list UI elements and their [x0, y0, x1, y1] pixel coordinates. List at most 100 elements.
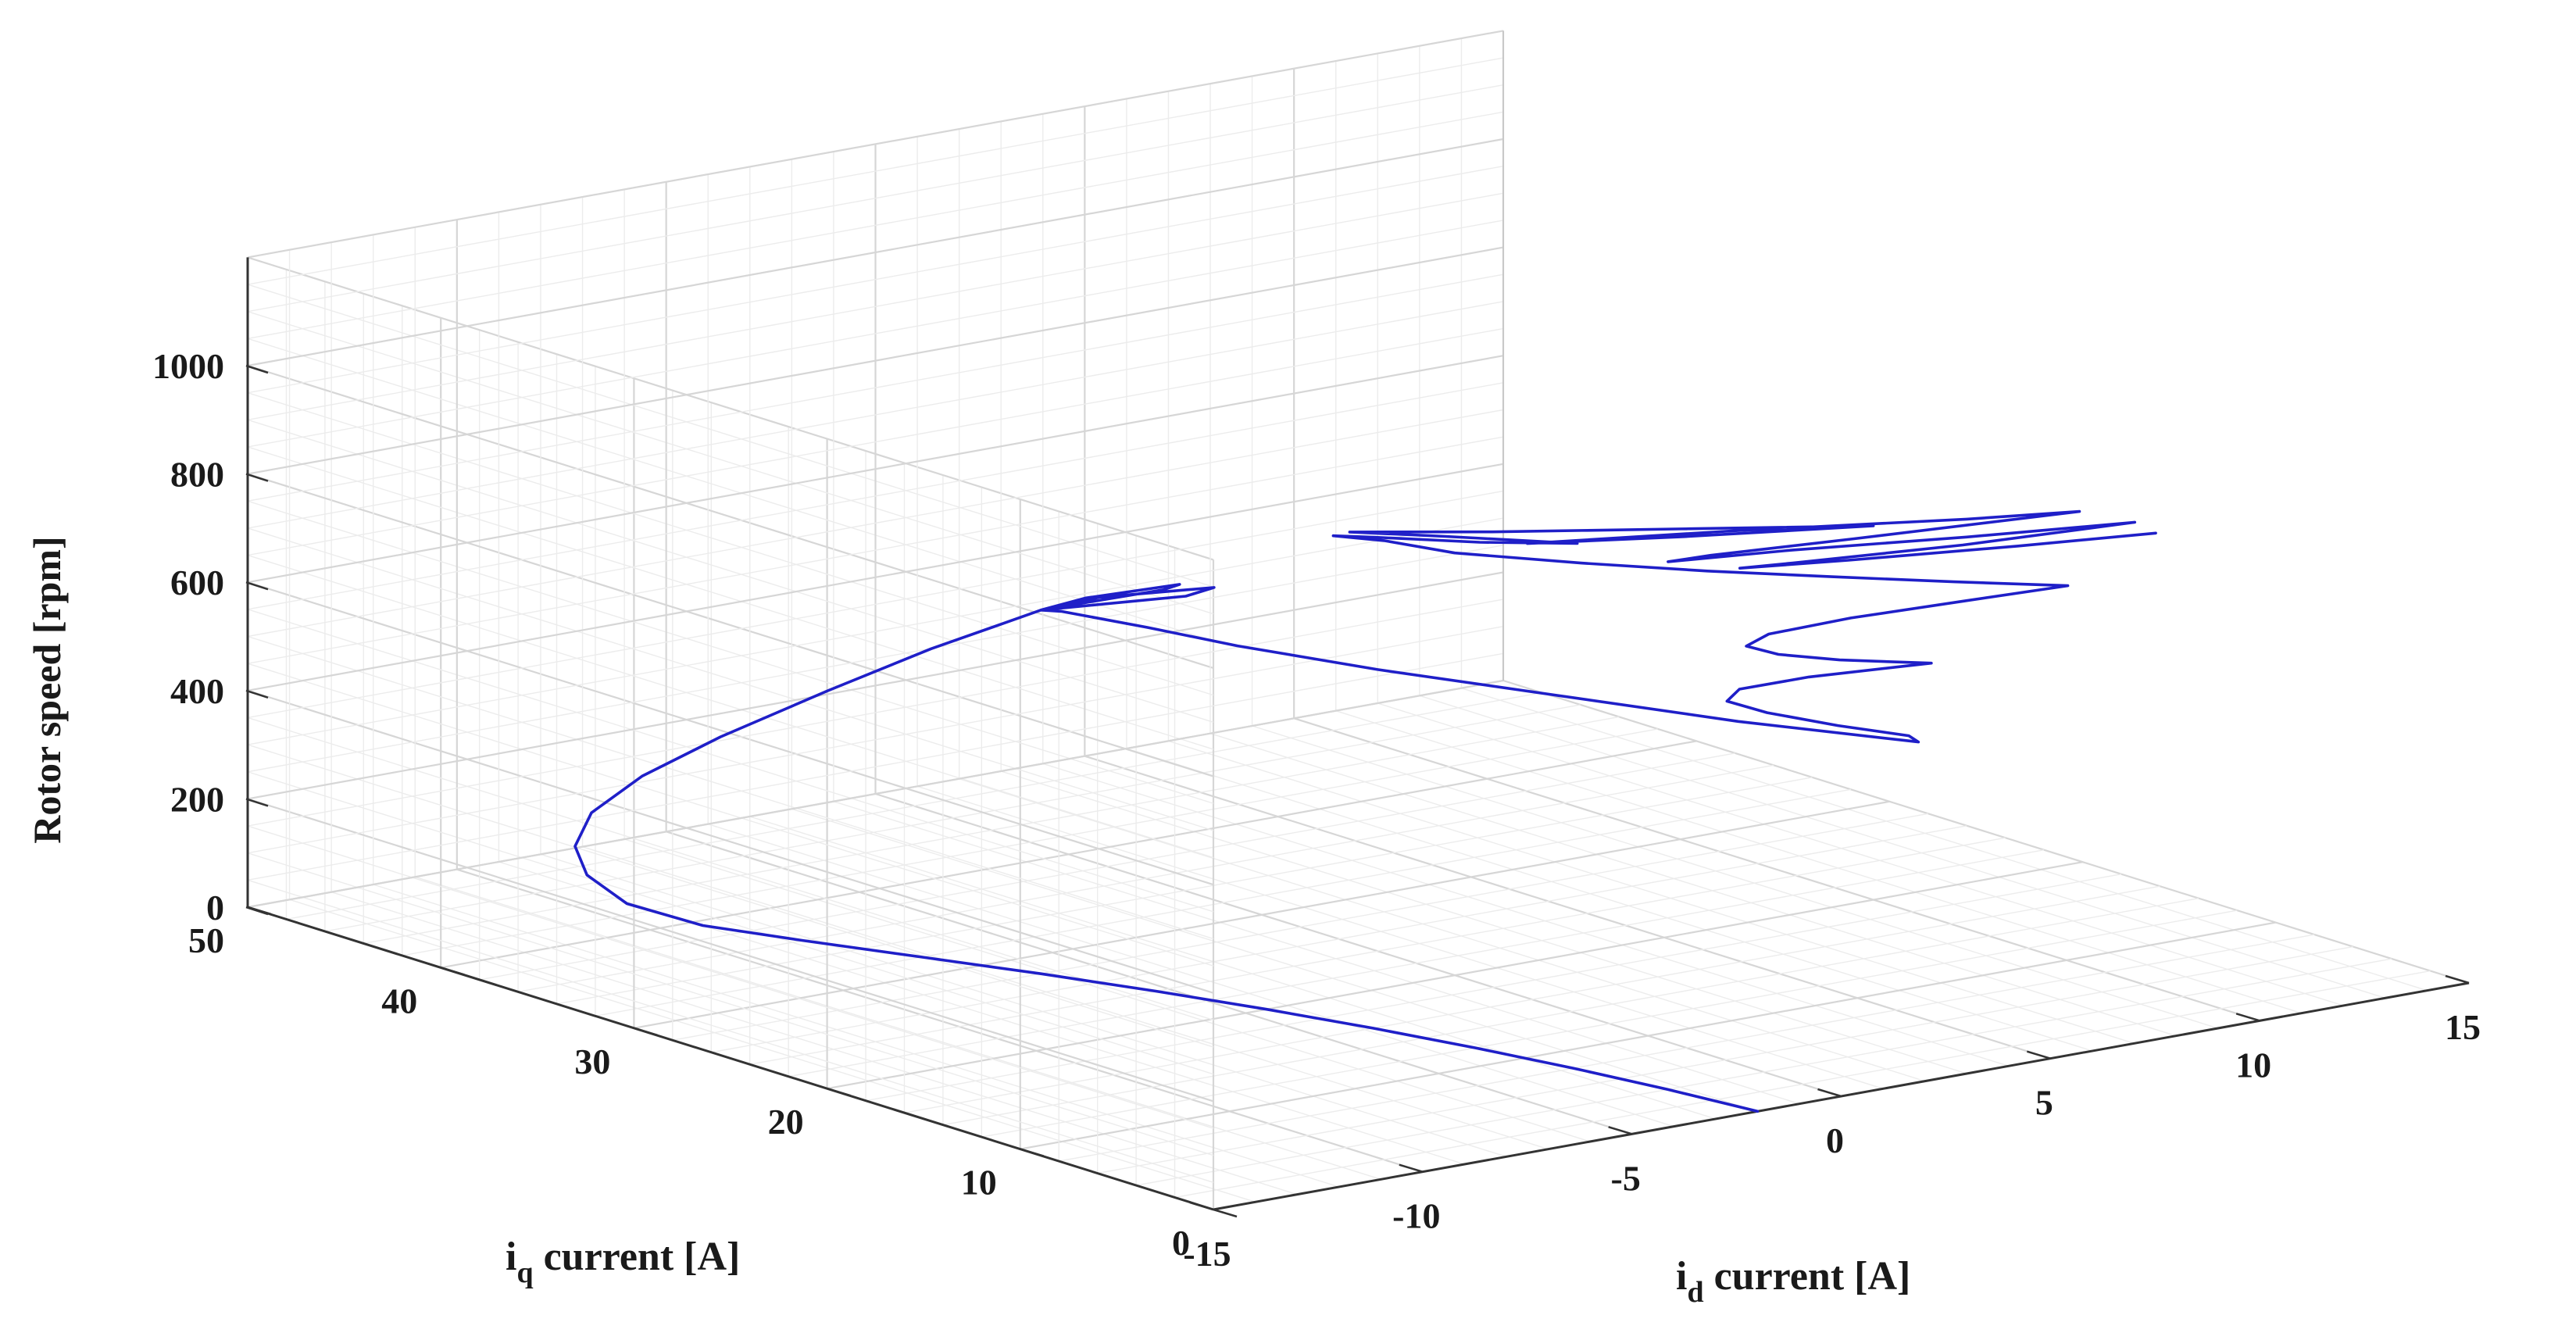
floor-grid-line [749, 816, 1717, 1120]
wall-grid-line [247, 382, 1504, 610]
floor-grid-line [711, 825, 1967, 1053]
wall-grid-line [247, 246, 1504, 475]
wall-grid-line [247, 554, 1214, 859]
floor-grid-line [330, 891, 1298, 1195]
z-tick-label: 200 [170, 779, 224, 819]
floor-grid-line [1419, 695, 2386, 999]
floor-grid-line [827, 861, 2083, 1090]
floor-grid-line [942, 897, 2199, 1126]
wall-grid-line [247, 663, 1214, 967]
wall-grid-line [247, 717, 1214, 1021]
floor-grid-line [595, 788, 1852, 1017]
wall-grid-line [247, 84, 1504, 313]
floor-grid-line [875, 792, 1842, 1098]
x-axis-label-subscript: d [1687, 1276, 1703, 1309]
floor-grid-line [1209, 732, 2177, 1037]
x-tick-label: -15 [1183, 1234, 1231, 1274]
wall-grid-line [247, 571, 1504, 800]
y-tick-label: 0 [1172, 1223, 1190, 1263]
floor-grid-line [623, 838, 1591, 1142]
wall-grid-line [247, 138, 1504, 367]
y-tick-mark [634, 1027, 658, 1036]
wall-grid-line [247, 338, 1214, 642]
floor-grid-line [1252, 725, 2218, 1029]
wall-grid-line [247, 879, 1214, 1184]
x-tick-label: 10 [2235, 1045, 2271, 1085]
floor-grid-line [363, 716, 1620, 945]
wall-grid-line [247, 527, 1214, 831]
y-tick-label: 10 [961, 1163, 997, 1203]
floor-grid-line [415, 876, 1381, 1181]
y-tick-mark [1213, 1208, 1238, 1218]
wall-grid-line [247, 500, 1214, 804]
floor-grid-line [540, 853, 1507, 1158]
floor-grid-line [749, 837, 2006, 1065]
floor-grid-line [634, 800, 1890, 1029]
y-tick-label: 40 [381, 981, 417, 1020]
wall-grid-line [247, 825, 1214, 1129]
floor-grid-line [441, 740, 1697, 969]
y-axis-label-subscript: q [516, 1256, 533, 1289]
floor-grid-line [456, 868, 1424, 1173]
wall-grid-line [247, 391, 1214, 696]
wall-grid-line [247, 30, 1504, 259]
floor-grid-line [666, 831, 1632, 1135]
y-axis-label-main: i [506, 1235, 516, 1279]
floor-grid-line [1335, 709, 2302, 1014]
wall-grid-line [247, 256, 1214, 561]
floor-grid-line [916, 785, 1884, 1090]
floor-grid-line [833, 800, 1800, 1105]
floor-grid-line [788, 849, 2045, 1077]
wall-grid-line [247, 364, 1214, 670]
z-tick-label: 0 [206, 888, 224, 927]
x-tick-label: 0 [1826, 1120, 1844, 1160]
floor-grid-line [286, 692, 1542, 920]
wall-grid-line [247, 852, 1214, 1156]
wall-grid-line [247, 301, 1504, 529]
floor-grid-line [1020, 921, 2276, 1150]
y-tick-label: 20 [768, 1102, 804, 1142]
y-tick-mark [440, 967, 465, 976]
z-tick-label: 600 [170, 563, 224, 602]
floor-grid-line [402, 728, 1658, 956]
plot-curve [573, 509, 2157, 1113]
wall-grid-line [247, 273, 1504, 502]
floor-grid-line [981, 910, 2238, 1138]
floor-grid-line [289, 899, 1256, 1203]
y-tick-mark [247, 906, 272, 916]
x-tick-mark [2235, 1013, 2260, 1022]
wall-grid-line [247, 284, 1214, 588]
plot-ticks: 0 200 400 600 800 1000 0 10 20 30 40 50 -15 -10 -5 0 5 10… [152, 346, 2481, 1274]
wall-grid-line [247, 355, 1504, 584]
floor-grid-line [1097, 945, 2353, 1174]
z-tick-mark [245, 581, 269, 591]
floor-grid-line [959, 777, 1925, 1082]
floor-grid-line [517, 764, 1774, 993]
x-tick-mark [2026, 1050, 2051, 1060]
floor-grid-line [672, 813, 1928, 1041]
wall-grid-line [247, 436, 1504, 664]
floor-grid-line [582, 845, 1549, 1150]
wall-grid-line [247, 57, 1504, 285]
x-tick-mark [1189, 1201, 1214, 1211]
x-axis-label-rest: current [A] [1704, 1254, 1911, 1299]
wall-grid-line [247, 419, 1214, 723]
y-axis-label: iq current [A] [506, 1235, 740, 1289]
plot-grid [246, 30, 2470, 1211]
z-tick-label: 800 [170, 455, 224, 495]
x-tick-label: 15 [2445, 1007, 2481, 1047]
x-tick-label: 5 [2035, 1083, 2053, 1123]
floor-grid-line [1461, 687, 2428, 992]
y-axis-line [247, 906, 1214, 1211]
wall-grid-line [247, 771, 1214, 1075]
wall-grid-line [247, 111, 1504, 340]
floor-grid-line [904, 885, 2160, 1113]
wall-grid-line [247, 599, 1504, 827]
x-axis-label: id current [A] [1676, 1254, 1910, 1309]
floor-grid-line [708, 823, 1674, 1128]
wall-grid-line [247, 517, 1504, 745]
floor-grid-line [1059, 934, 2315, 1162]
x-tick-mark [1608, 1126, 1633, 1135]
wall-grid-line [247, 327, 1504, 556]
